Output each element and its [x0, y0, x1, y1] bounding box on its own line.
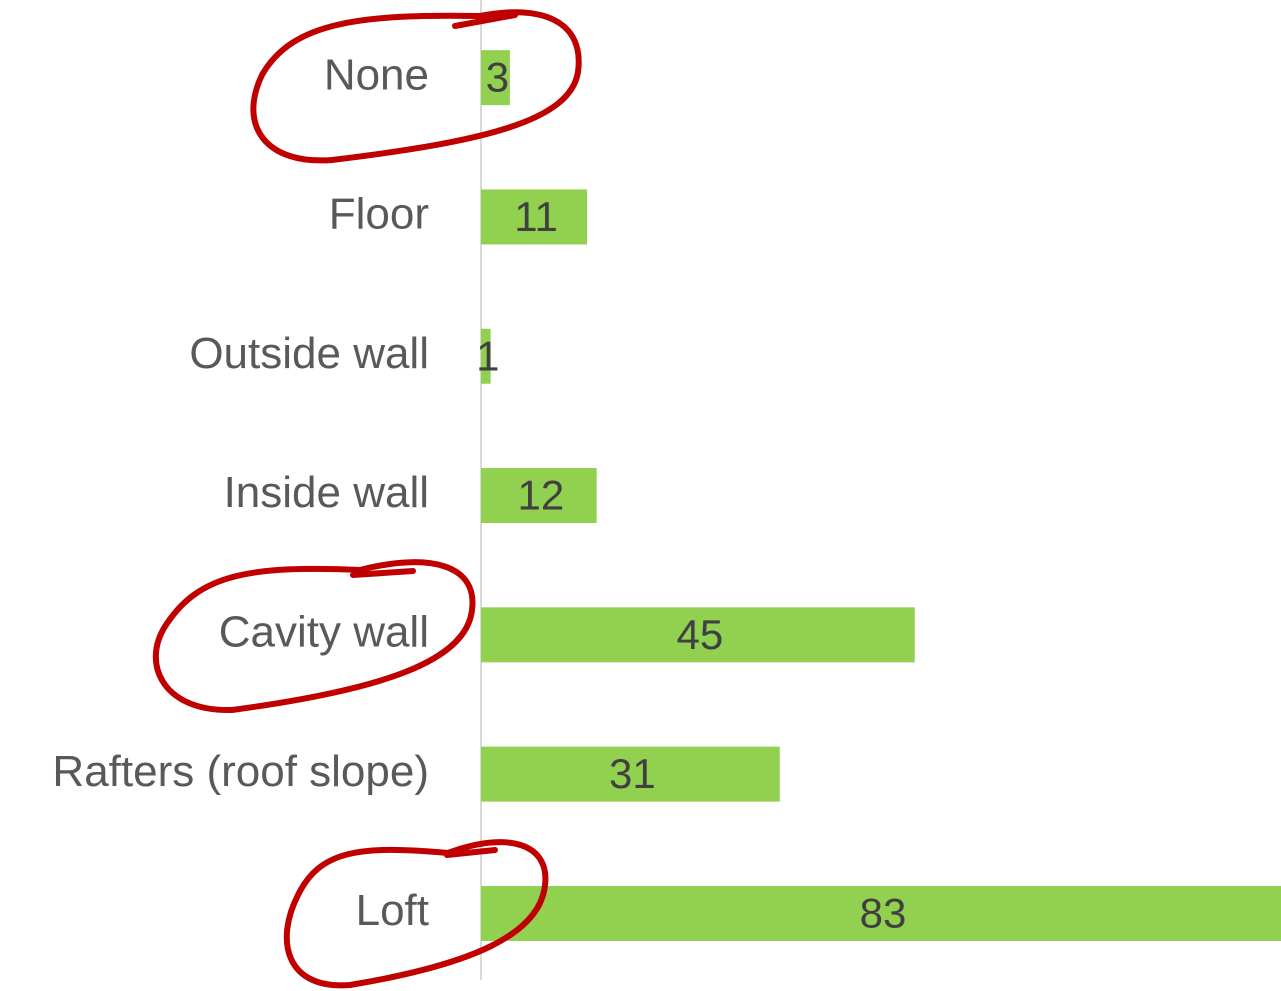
y-tick-label: Outside wall [189, 329, 429, 378]
bar [481, 885, 1281, 941]
data-label: 83 [860, 890, 907, 937]
y-tick-label: Rafters (roof slope) [52, 747, 429, 796]
bar [481, 746, 780, 802]
data-label: 31 [609, 750, 656, 797]
bar [481, 189, 588, 245]
y-tick-label: Cavity wall [219, 607, 429, 656]
bar [481, 50, 510, 106]
y-tick-label: Loft [356, 886, 429, 935]
annotation-circle [283, 839, 549, 989]
bar [481, 328, 491, 384]
y-tick-label: Floor [329, 190, 429, 239]
plot: None 3 Floor 11 Outside wall 1 Inside wall 12 Ca… [52, 50, 1281, 941]
y-tick-label: Inside wall [224, 468, 429, 517]
bar [481, 468, 597, 524]
bar [481, 607, 915, 663]
data-label: 11 [514, 193, 558, 240]
annotation-circle [250, 9, 582, 164]
data-label: 45 [677, 611, 724, 658]
annotation-circle [152, 559, 476, 714]
data-label: 1 [476, 332, 499, 379]
data-label: 12 [517, 472, 564, 519]
data-label: 3 [486, 54, 509, 101]
y-tick-label: None [324, 50, 429, 99]
